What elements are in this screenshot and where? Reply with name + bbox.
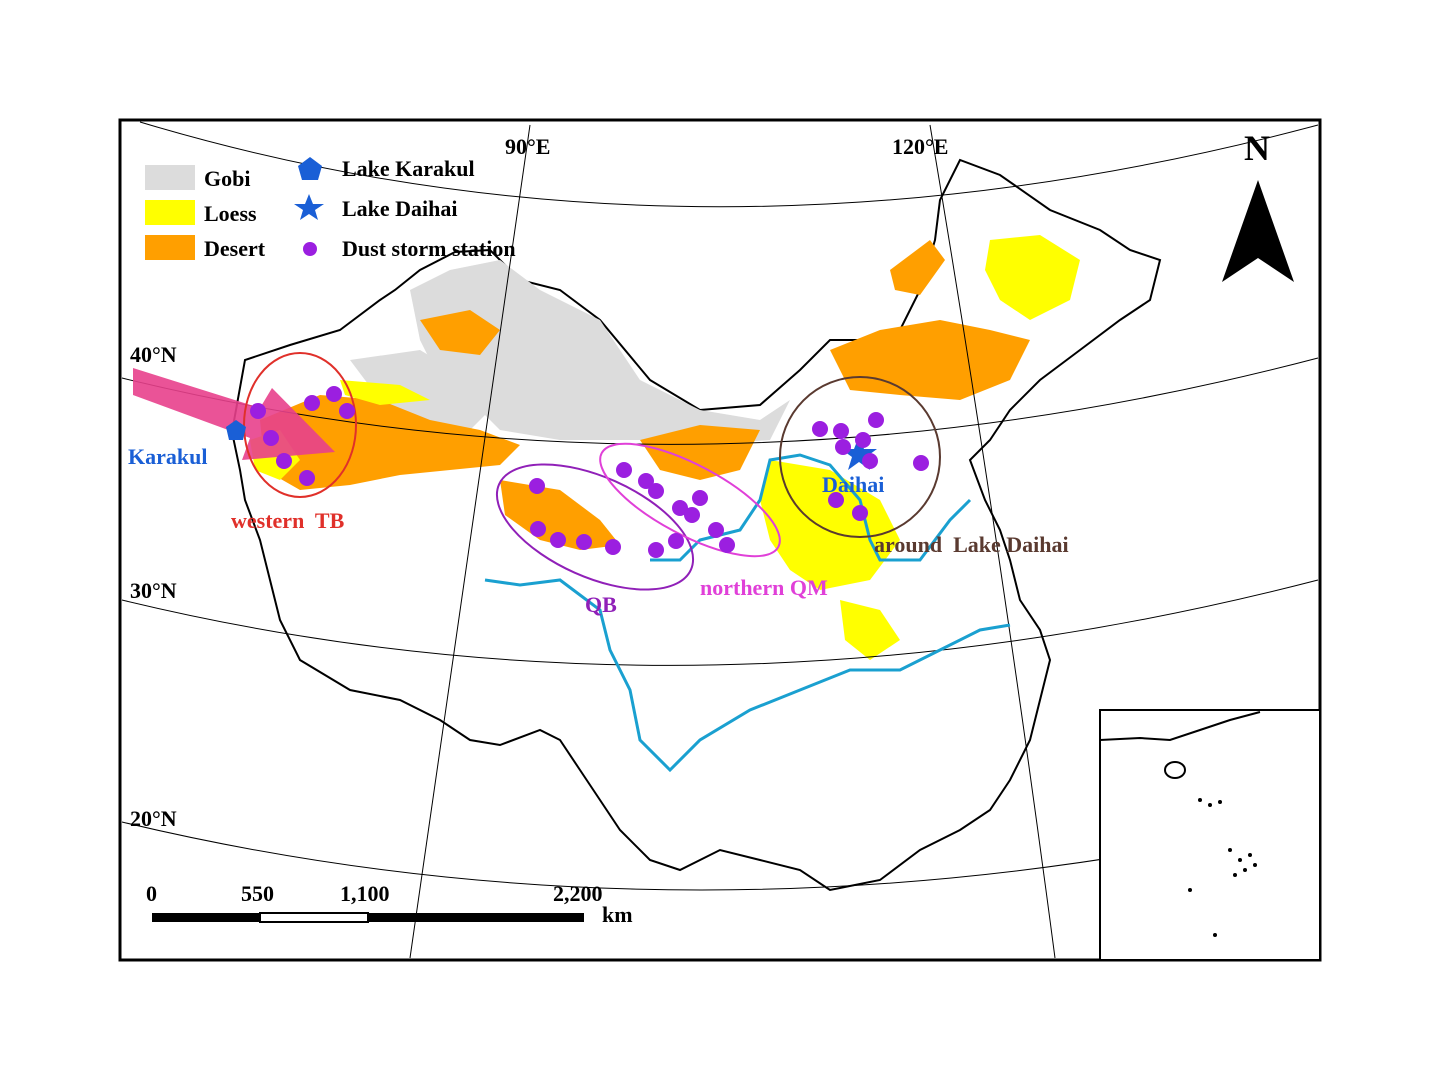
north-arrow-label: N [1244, 128, 1270, 168]
around-daihai-label: around Lake Daihai [874, 532, 1069, 557]
station-nqm-8 [719, 537, 735, 553]
lat-20n-label: 20°N [130, 806, 177, 831]
legend-desert-swatch [145, 235, 195, 260]
gobi-area-tarim [350, 350, 490, 430]
legend-gobi-label: Gobi [204, 166, 250, 191]
qb-label: QB [585, 592, 617, 617]
wind-direction-arrow [133, 368, 335, 460]
loess-northeast [985, 235, 1080, 320]
legend-lake-karakul-label: Lake Karakul [342, 156, 475, 181]
station-nqm-9 [668, 533, 684, 549]
station-nqm-4 [672, 500, 688, 516]
station-nqm-3 [648, 483, 664, 499]
station-wtb-1 [250, 403, 266, 419]
western-tb-label: western TB [231, 508, 345, 533]
loess-tianshan [340, 380, 430, 405]
station-nqm-2 [638, 473, 654, 489]
north-arrow-icon [1222, 180, 1294, 282]
inset-coastline [1099, 711, 1261, 742]
station-wtb-2 [304, 395, 320, 411]
desert-junggar [420, 310, 500, 355]
scale-tick-550: 550 [241, 881, 274, 906]
station-wtb-7 [299, 470, 315, 486]
legend-pentagon-icon [298, 157, 322, 180]
station-qb-2 [530, 521, 546, 537]
station-qb-6 [648, 542, 664, 558]
gobi-area-north [410, 260, 790, 445]
lon-90e-label: 90°E [505, 134, 550, 159]
inset-hainan [1164, 761, 1186, 779]
scale-unit-label: km [602, 902, 633, 927]
station-dh-3 [868, 412, 884, 428]
station-dh-9 [852, 505, 868, 521]
station-qb-4 [576, 534, 592, 550]
northern-qm-ellipse [599, 442, 781, 558]
station-nqm-1 [616, 462, 632, 478]
station-qb-3 [550, 532, 566, 548]
meridian-90e [409, 124, 531, 959]
scale-tick-1100: 1,100 [340, 881, 390, 906]
station-dh-1 [812, 421, 828, 437]
loess-plateau [760, 460, 900, 590]
station-qb-1 [529, 478, 545, 494]
qb-ellipse [495, 463, 695, 591]
western-tb-ellipse [243, 352, 357, 498]
legend-gobi-swatch [145, 165, 195, 190]
lake-daihai-marker [841, 436, 877, 470]
legend-dust-station-label: Dust storm station [342, 236, 516, 261]
meridian-120e [929, 124, 1056, 959]
scale-tick-0: 0 [146, 881, 157, 906]
karakul-label: Karakul [128, 444, 207, 469]
parallel-30n [121, 579, 1319, 666]
station-dh-6 [862, 453, 878, 469]
northern-qm-label: northern QM [700, 575, 828, 600]
station-wtb-6 [276, 453, 292, 469]
daihai-label: Daihai [822, 472, 884, 497]
scale-bar-seg-3 [368, 913, 584, 922]
legend-loess-label: Loess [204, 201, 257, 226]
lat-40n-label: 40°N [130, 342, 177, 367]
station-dh-8 [828, 492, 844, 508]
inset-frame [1099, 709, 1321, 961]
lon-120e-label: 120°E [892, 134, 948, 159]
inset-islands [1188, 798, 1257, 937]
scale-bar-seg-2 [259, 912, 369, 923]
desert-hexi [640, 425, 760, 480]
yangtze-river [484, 578, 1011, 773]
dust-storm-stations [250, 386, 929, 558]
station-nqm-6 [692, 490, 708, 506]
legend-loess-swatch [145, 200, 195, 225]
lat-30n-label: 30°N [130, 578, 177, 603]
station-wtb-5 [263, 430, 279, 446]
lake-karakul-marker [226, 420, 246, 440]
loess-south [840, 600, 900, 660]
station-dh-4 [855, 432, 871, 448]
station-wtb-3 [326, 386, 342, 402]
legend-lake-daihai-label: Lake Daihai [342, 196, 458, 221]
desert-northeast [890, 240, 945, 295]
legend-star-icon [294, 194, 324, 220]
station-dh-2 [833, 423, 849, 439]
station-nqm-7 [708, 522, 724, 538]
legend-station-icon [303, 242, 317, 256]
station-qb-5 [605, 539, 621, 555]
station-dh-7 [913, 455, 929, 471]
around-daihai-circle [779, 376, 941, 538]
scale-bar-seg-1 [152, 913, 260, 922]
station-dh-5 [835, 439, 851, 455]
station-wtb-4 [339, 403, 355, 419]
scale-tick-2200: 2,200 [553, 881, 603, 906]
station-nqm-5 [684, 507, 700, 523]
desert-qaidam [500, 480, 620, 550]
yellow-river [650, 453, 972, 562]
legend-desert-label: Desert [204, 236, 266, 261]
